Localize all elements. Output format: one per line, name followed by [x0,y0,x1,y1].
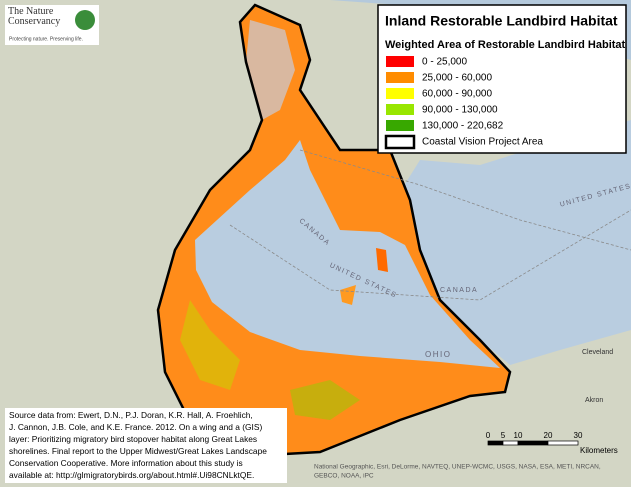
legend-swatch [386,56,414,67]
project-outline [156,3,512,458]
border-line [299,149,631,251]
scale-segment [517,440,549,446]
place-label: OHIO [425,350,451,359]
legend-title: Inland Restorable Landbird Habitat [385,13,618,29]
scale-label: 30 [574,431,583,440]
scale-segment [502,440,519,446]
detroit-urban [246,20,295,120]
lake-erie-east [395,120,631,365]
scale-segment [487,440,504,446]
scale-segment [547,440,579,446]
legend-label: 0 - 25,000 [422,57,467,68]
legend-subtitle: Weighted Area of Restorable Landbird Hab… [385,39,626,51]
logo-icon [75,10,95,30]
attribution: GEBCO, NOAA, iPC [314,473,374,480]
scale-label: 10 [514,431,523,440]
logo-tagline: Protecting nature. Preserving life. [9,36,83,42]
legend-swatch [386,104,414,115]
source-text: Conservation Cooperative. More informati… [9,458,243,468]
legend-label: Coastal Vision Project Area [422,137,543,148]
source-text: available at: http://glmigratorybirds.or… [9,470,254,480]
legend-swatch [384,134,416,150]
lake-erie [195,140,500,368]
place-label: CANADA [440,287,478,294]
island [340,285,356,305]
source-text: Source data from: Ewert, D.N., P.J. Dora… [9,410,253,420]
scale-label: 0 [486,431,491,440]
legend-label: 90,000 - 130,000 [422,105,498,116]
border-line [229,209,631,301]
scale-label: 20 [544,431,553,440]
attribution: National Geographic, Esri, DeLorme, NAVT… [314,464,601,471]
logo: The Nature Conservancy [8,7,61,27]
legend-label: 130,000 - 220,682 [422,121,504,132]
legend-box [377,4,627,154]
legend-label: 60,000 - 90,000 [422,89,492,100]
legend-label: 25,000 - 60,000 [422,73,492,84]
source-text: layer: Prioritizing migratory bird stopo… [9,434,257,444]
scale-label: 5 [501,431,506,440]
habitat-patch [290,380,360,420]
logo-name: The Nature Conservancy [8,7,61,27]
source-text: J. Cannon, J.B. Cole, and K.E. France. 2… [9,422,262,432]
source-text: shorelines. Final report to the Upper Mi… [9,446,267,456]
source-box [5,408,287,483]
legend-swatch [386,88,414,99]
legend-swatch [386,72,414,83]
city-label: Cleveland [582,349,613,356]
legend-swatch [386,120,414,131]
city-label: Akron [585,397,603,404]
habitat-patch [180,300,240,390]
island [376,248,388,272]
scale-unit: Kilometers [580,446,618,455]
